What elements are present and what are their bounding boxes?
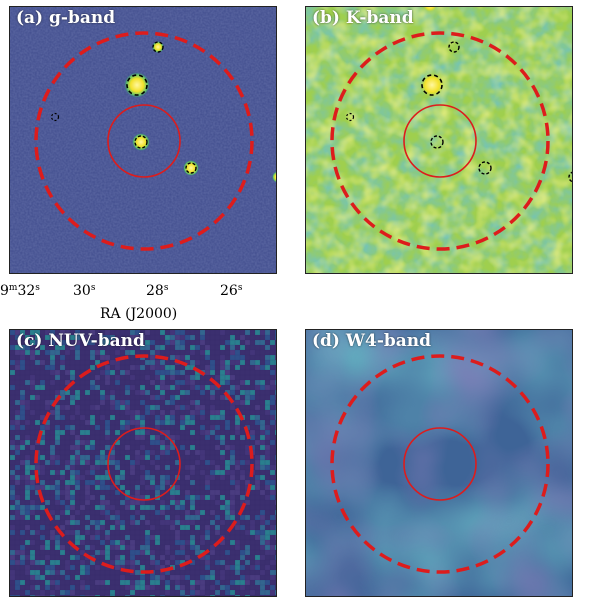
outer-aperture [330, 354, 550, 574]
mask-circle [185, 162, 197, 174]
source-blob [420, 73, 444, 97]
ra-tick: 28s [146, 283, 169, 299]
mask-circle [421, 74, 443, 96]
mask-circle [345, 112, 355, 122]
inner-aperture [403, 104, 477, 178]
mask-circle [50, 112, 60, 122]
ra-tick: 26s [220, 283, 243, 299]
outer-aperture [34, 354, 254, 574]
w4-band-image [306, 330, 572, 596]
k-band-image [306, 7, 572, 273]
source-blob [423, 7, 437, 12]
mask-circle [134, 135, 148, 149]
mask-circle [152, 41, 164, 53]
g-band-image [10, 7, 276, 273]
panel-label: (d) W4-band [312, 331, 432, 351]
outer-aperture [330, 31, 550, 251]
ra-tick: 9m32s [0, 283, 40, 299]
source-blob [272, 171, 276, 183]
source-blob [152, 41, 164, 53]
mask-circle [448, 41, 460, 53]
mask-circle [478, 161, 492, 175]
nuv-band-image [10, 330, 276, 596]
mask-circle [126, 74, 148, 96]
inner-aperture [107, 104, 181, 178]
x-axis-label: RA (J2000) [100, 306, 178, 322]
panel-label: (a) g-band [16, 8, 116, 28]
panel-label: (b) K-band [312, 8, 414, 28]
panel-g-band: (a) g-band [9, 6, 277, 274]
panel-k-band: (b) K-band [305, 6, 573, 274]
inner-aperture [107, 427, 181, 501]
source-blob [124, 72, 150, 98]
ra-tick: 30s [73, 283, 96, 299]
mask-circle [430, 135, 444, 149]
inner-aperture [403, 427, 477, 501]
panel-nuv-band: (c) NUV-band [9, 329, 277, 597]
outer-aperture [34, 31, 254, 251]
panel-w4-band: (d) W4-band [305, 329, 573, 597]
mask-circle [568, 171, 572, 183]
panel-label: (c) NUV-band [16, 331, 145, 351]
